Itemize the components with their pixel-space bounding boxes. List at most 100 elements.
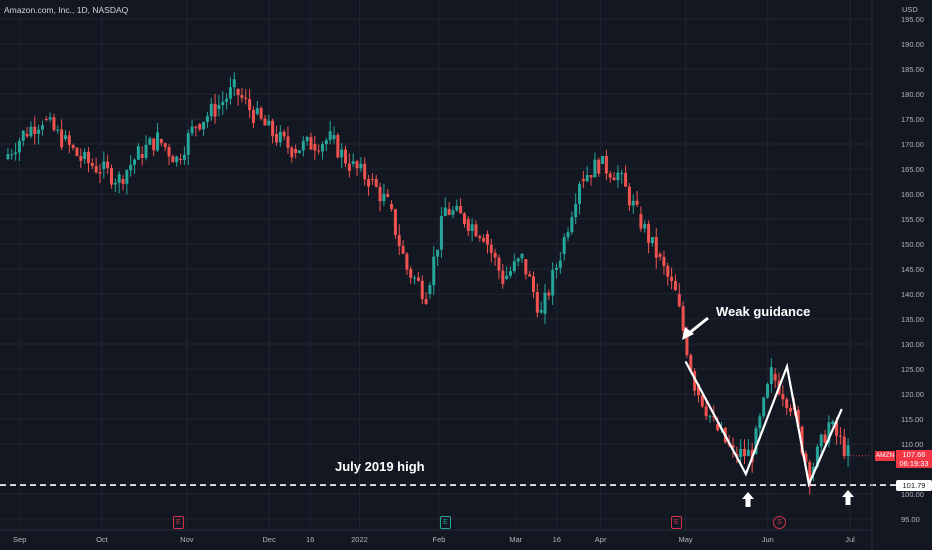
candle-body bbox=[439, 216, 443, 250]
candle-body bbox=[106, 161, 110, 169]
candle-body bbox=[351, 161, 355, 164]
candle-body bbox=[532, 276, 535, 293]
candle-body bbox=[528, 274, 532, 277]
candle-body bbox=[796, 409, 800, 427]
weak-guidance-annotation[interactable]: Weak guidance bbox=[716, 304, 811, 319]
candle-body bbox=[148, 138, 152, 145]
candle-body bbox=[309, 136, 313, 150]
candle-body bbox=[56, 129, 60, 131]
earnings-event-icon[interactable]: E bbox=[671, 516, 682, 529]
time-tick-label: 16 bbox=[306, 535, 314, 544]
candle-body bbox=[601, 156, 605, 164]
price-tick-label: 100.00 bbox=[901, 490, 924, 499]
candle-body bbox=[785, 399, 789, 408]
candle-body bbox=[129, 164, 133, 171]
candle-body bbox=[842, 436, 846, 457]
candle-body bbox=[363, 163, 367, 180]
candle-body bbox=[819, 434, 823, 447]
candle-body bbox=[33, 126, 37, 134]
price-tick-label: 185.00 bbox=[901, 65, 924, 74]
candle-body bbox=[271, 120, 275, 137]
candle-body bbox=[25, 134, 29, 137]
candle-body bbox=[374, 179, 378, 187]
time-tick-label: 16 bbox=[553, 535, 561, 544]
candle-body bbox=[673, 280, 677, 291]
symbol-title[interactable]: Amazon.com, Inc., 1D, NASDAQ bbox=[4, 5, 129, 15]
earnings-event-icon[interactable]: E bbox=[173, 516, 184, 529]
candle-body bbox=[447, 209, 451, 215]
candle-body bbox=[604, 156, 608, 174]
candle-body bbox=[566, 232, 570, 238]
candle-body bbox=[489, 244, 493, 253]
time-tick-label: Feb bbox=[432, 535, 445, 544]
dividend-event-icon[interactable]: S bbox=[773, 516, 786, 529]
candle-body bbox=[194, 126, 198, 128]
candle-body bbox=[37, 129, 41, 134]
ticker-badge: AMZN bbox=[875, 451, 895, 461]
candle-body bbox=[251, 110, 255, 123]
price-tick-label: 145.00 bbox=[901, 265, 924, 274]
candle-body bbox=[344, 149, 348, 164]
candle-body bbox=[520, 253, 524, 259]
candle-body bbox=[482, 238, 486, 242]
earnings-event-icon[interactable]: E bbox=[440, 516, 451, 529]
candle-body bbox=[516, 258, 520, 262]
currency-label: USD bbox=[902, 5, 918, 14]
candle-body bbox=[746, 449, 750, 457]
candle-body bbox=[328, 131, 332, 141]
candle-body bbox=[581, 179, 585, 182]
support-level-annotation[interactable]: July 2019 high bbox=[335, 459, 425, 474]
candle-body bbox=[152, 138, 156, 151]
candle-body bbox=[654, 237, 658, 258]
candle-body bbox=[136, 146, 140, 160]
time-tick-label: Sep bbox=[13, 535, 26, 544]
candle-body bbox=[562, 237, 566, 254]
candle-body bbox=[267, 120, 271, 126]
time-tick-label: Mar bbox=[509, 535, 522, 544]
candle-body bbox=[117, 174, 121, 183]
up-arrow-icon bbox=[842, 490, 854, 505]
candle-body bbox=[305, 136, 309, 142]
candle-body bbox=[612, 177, 616, 181]
candle-body bbox=[367, 179, 371, 187]
candle-body bbox=[670, 276, 674, 281]
candle-body bbox=[773, 374, 777, 381]
candle-body bbox=[10, 154, 14, 156]
candle-body bbox=[827, 422, 831, 443]
candle-body bbox=[451, 210, 455, 215]
time-tick-label: Oct bbox=[96, 535, 109, 544]
price-tick-label: 160.00 bbox=[901, 190, 924, 199]
candle-body bbox=[221, 101, 225, 106]
candle-body bbox=[428, 285, 432, 294]
candle-body bbox=[401, 246, 405, 254]
candle-body bbox=[551, 269, 555, 296]
time-tick-label: May bbox=[678, 535, 692, 544]
candle-body bbox=[708, 415, 712, 417]
candle-body bbox=[263, 118, 267, 126]
candle-body bbox=[397, 235, 401, 247]
candle-body bbox=[17, 140, 21, 153]
candle-body bbox=[769, 367, 773, 385]
price-tick-label: 125.00 bbox=[901, 365, 924, 374]
candle-body bbox=[685, 330, 689, 356]
time-tick-label: Jul bbox=[845, 535, 855, 544]
candle-body bbox=[647, 224, 651, 244]
candle-body bbox=[716, 424, 720, 430]
candle-body bbox=[382, 193, 386, 202]
candle-body bbox=[29, 126, 33, 137]
candle-body bbox=[167, 147, 171, 157]
w-pattern-line[interactable] bbox=[684, 360, 843, 488]
candle-body bbox=[570, 217, 574, 233]
candle-body bbox=[6, 154, 10, 159]
candle-body bbox=[766, 384, 770, 398]
last-price-badge: 107.66 06:19:33 bbox=[896, 450, 932, 468]
price-tick-label: 175.00 bbox=[901, 115, 924, 124]
candle-body bbox=[758, 416, 762, 429]
candle-body bbox=[321, 144, 324, 152]
candle-body bbox=[681, 306, 685, 331]
candle-body bbox=[704, 406, 708, 417]
candle-body bbox=[259, 108, 263, 119]
candle-body bbox=[202, 121, 206, 130]
